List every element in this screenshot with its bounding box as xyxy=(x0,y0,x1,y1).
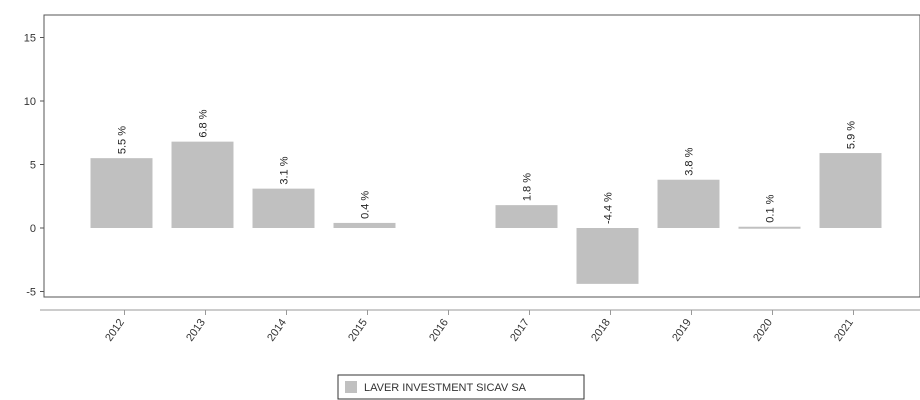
x-tick-label: 2021 xyxy=(832,317,856,344)
legend: LAVER INVESTMENT SICAV SA xyxy=(337,374,585,400)
x-tick-label: 2013 xyxy=(184,317,208,344)
legend-frame xyxy=(337,374,585,400)
x-tick-label: 2012 xyxy=(103,317,127,344)
bar-data-label: 6.8 % xyxy=(198,109,210,137)
bar-data-label: 5.9 % xyxy=(846,121,858,149)
bar-data-label: 3.1 % xyxy=(279,156,291,184)
y-tick-label: -5 xyxy=(26,287,36,299)
bar xyxy=(171,141,234,228)
x-tick-label: 2017 xyxy=(508,317,532,344)
bar xyxy=(333,222,396,228)
y-tick-label: 15 xyxy=(24,33,36,45)
y-tick-label: 0 xyxy=(30,223,36,235)
bar-data-label: 5.5 % xyxy=(117,126,129,154)
x-tick-label: 2019 xyxy=(670,317,694,344)
bar-series: 5.5 % 6.8 % 3.1 % 0.4 % 1.8 % -4.4 % 3.8 % 0.1 … xyxy=(90,109,882,284)
y-axis: 15 10 5 0 -5 xyxy=(24,33,44,299)
bar xyxy=(819,153,882,228)
bar xyxy=(252,188,315,228)
bar xyxy=(657,179,720,228)
bar-data-label: -4.4 % xyxy=(603,192,615,224)
bar-data-label: 0.1 % xyxy=(765,194,777,222)
y-tick-label: 5 xyxy=(30,160,36,172)
bar-data-label: 0.4 % xyxy=(360,191,372,219)
legend-label: LAVER INVESTMENT SICAV SA xyxy=(364,382,527,394)
x-tick-label: 2020 xyxy=(751,317,775,344)
bar xyxy=(738,226,801,229)
x-tick-label: 2015 xyxy=(346,317,370,344)
bar xyxy=(495,205,558,228)
x-axis: 2012 2013 2014 2015 2016 2017 2018 2019 2020 2021 xyxy=(103,310,856,344)
x-tick-label: 2014 xyxy=(265,317,289,344)
bar xyxy=(90,158,153,228)
legend-swatch xyxy=(345,381,357,393)
x-tick-label: 2016 xyxy=(427,317,451,344)
bar xyxy=(576,228,639,284)
x-tick-label: 2018 xyxy=(589,317,613,344)
bar-data-label: 1.8 % xyxy=(522,173,534,201)
y-tick-label: 10 xyxy=(24,96,36,108)
bar-data-label: 3.8 % xyxy=(684,147,696,175)
